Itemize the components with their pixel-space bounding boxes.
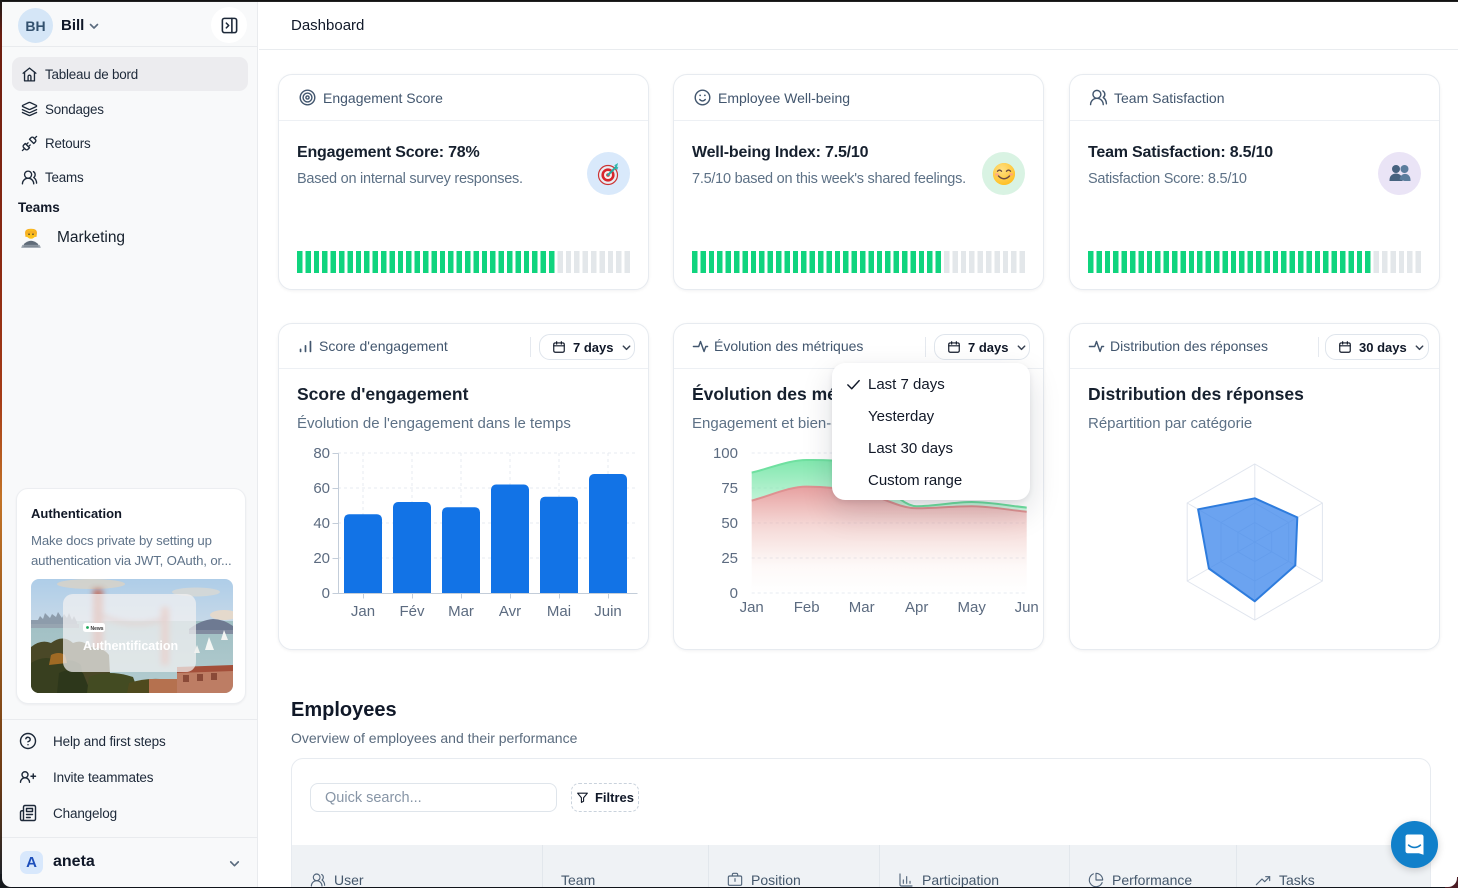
svg-text:Jan: Jan bbox=[740, 599, 764, 616]
svg-text:Feb: Feb bbox=[794, 599, 820, 616]
svg-text:Mar: Mar bbox=[849, 599, 875, 616]
svg-text:60: 60 bbox=[313, 480, 330, 497]
svg-text:Apr: Apr bbox=[905, 599, 928, 616]
svg-text:News: News bbox=[91, 626, 104, 632]
svg-text:25: 25 bbox=[721, 550, 738, 567]
svg-text:80: 80 bbox=[313, 445, 330, 462]
svg-text:Juin: Juin bbox=[594, 603, 622, 620]
svg-text:Avr: Avr bbox=[499, 603, 521, 620]
svg-text:Fév: Fév bbox=[399, 603, 425, 620]
svg-text:20: 20 bbox=[313, 550, 330, 567]
svg-text:Jan: Jan bbox=[351, 603, 375, 620]
svg-text:Mai: Mai bbox=[547, 603, 571, 620]
svg-text:75: 75 bbox=[721, 480, 738, 497]
svg-text:100: 100 bbox=[713, 445, 738, 462]
svg-text:Mar: Mar bbox=[448, 603, 474, 620]
svg-text:0: 0 bbox=[322, 585, 330, 602]
svg-text:50: 50 bbox=[721, 515, 738, 532]
svg-text:Authentification: Authentification bbox=[83, 639, 178, 653]
svg-text:May: May bbox=[958, 599, 987, 616]
svg-text:0: 0 bbox=[730, 585, 738, 602]
svg-text:40: 40 bbox=[313, 515, 330, 532]
svg-text:Jun: Jun bbox=[1015, 599, 1039, 616]
